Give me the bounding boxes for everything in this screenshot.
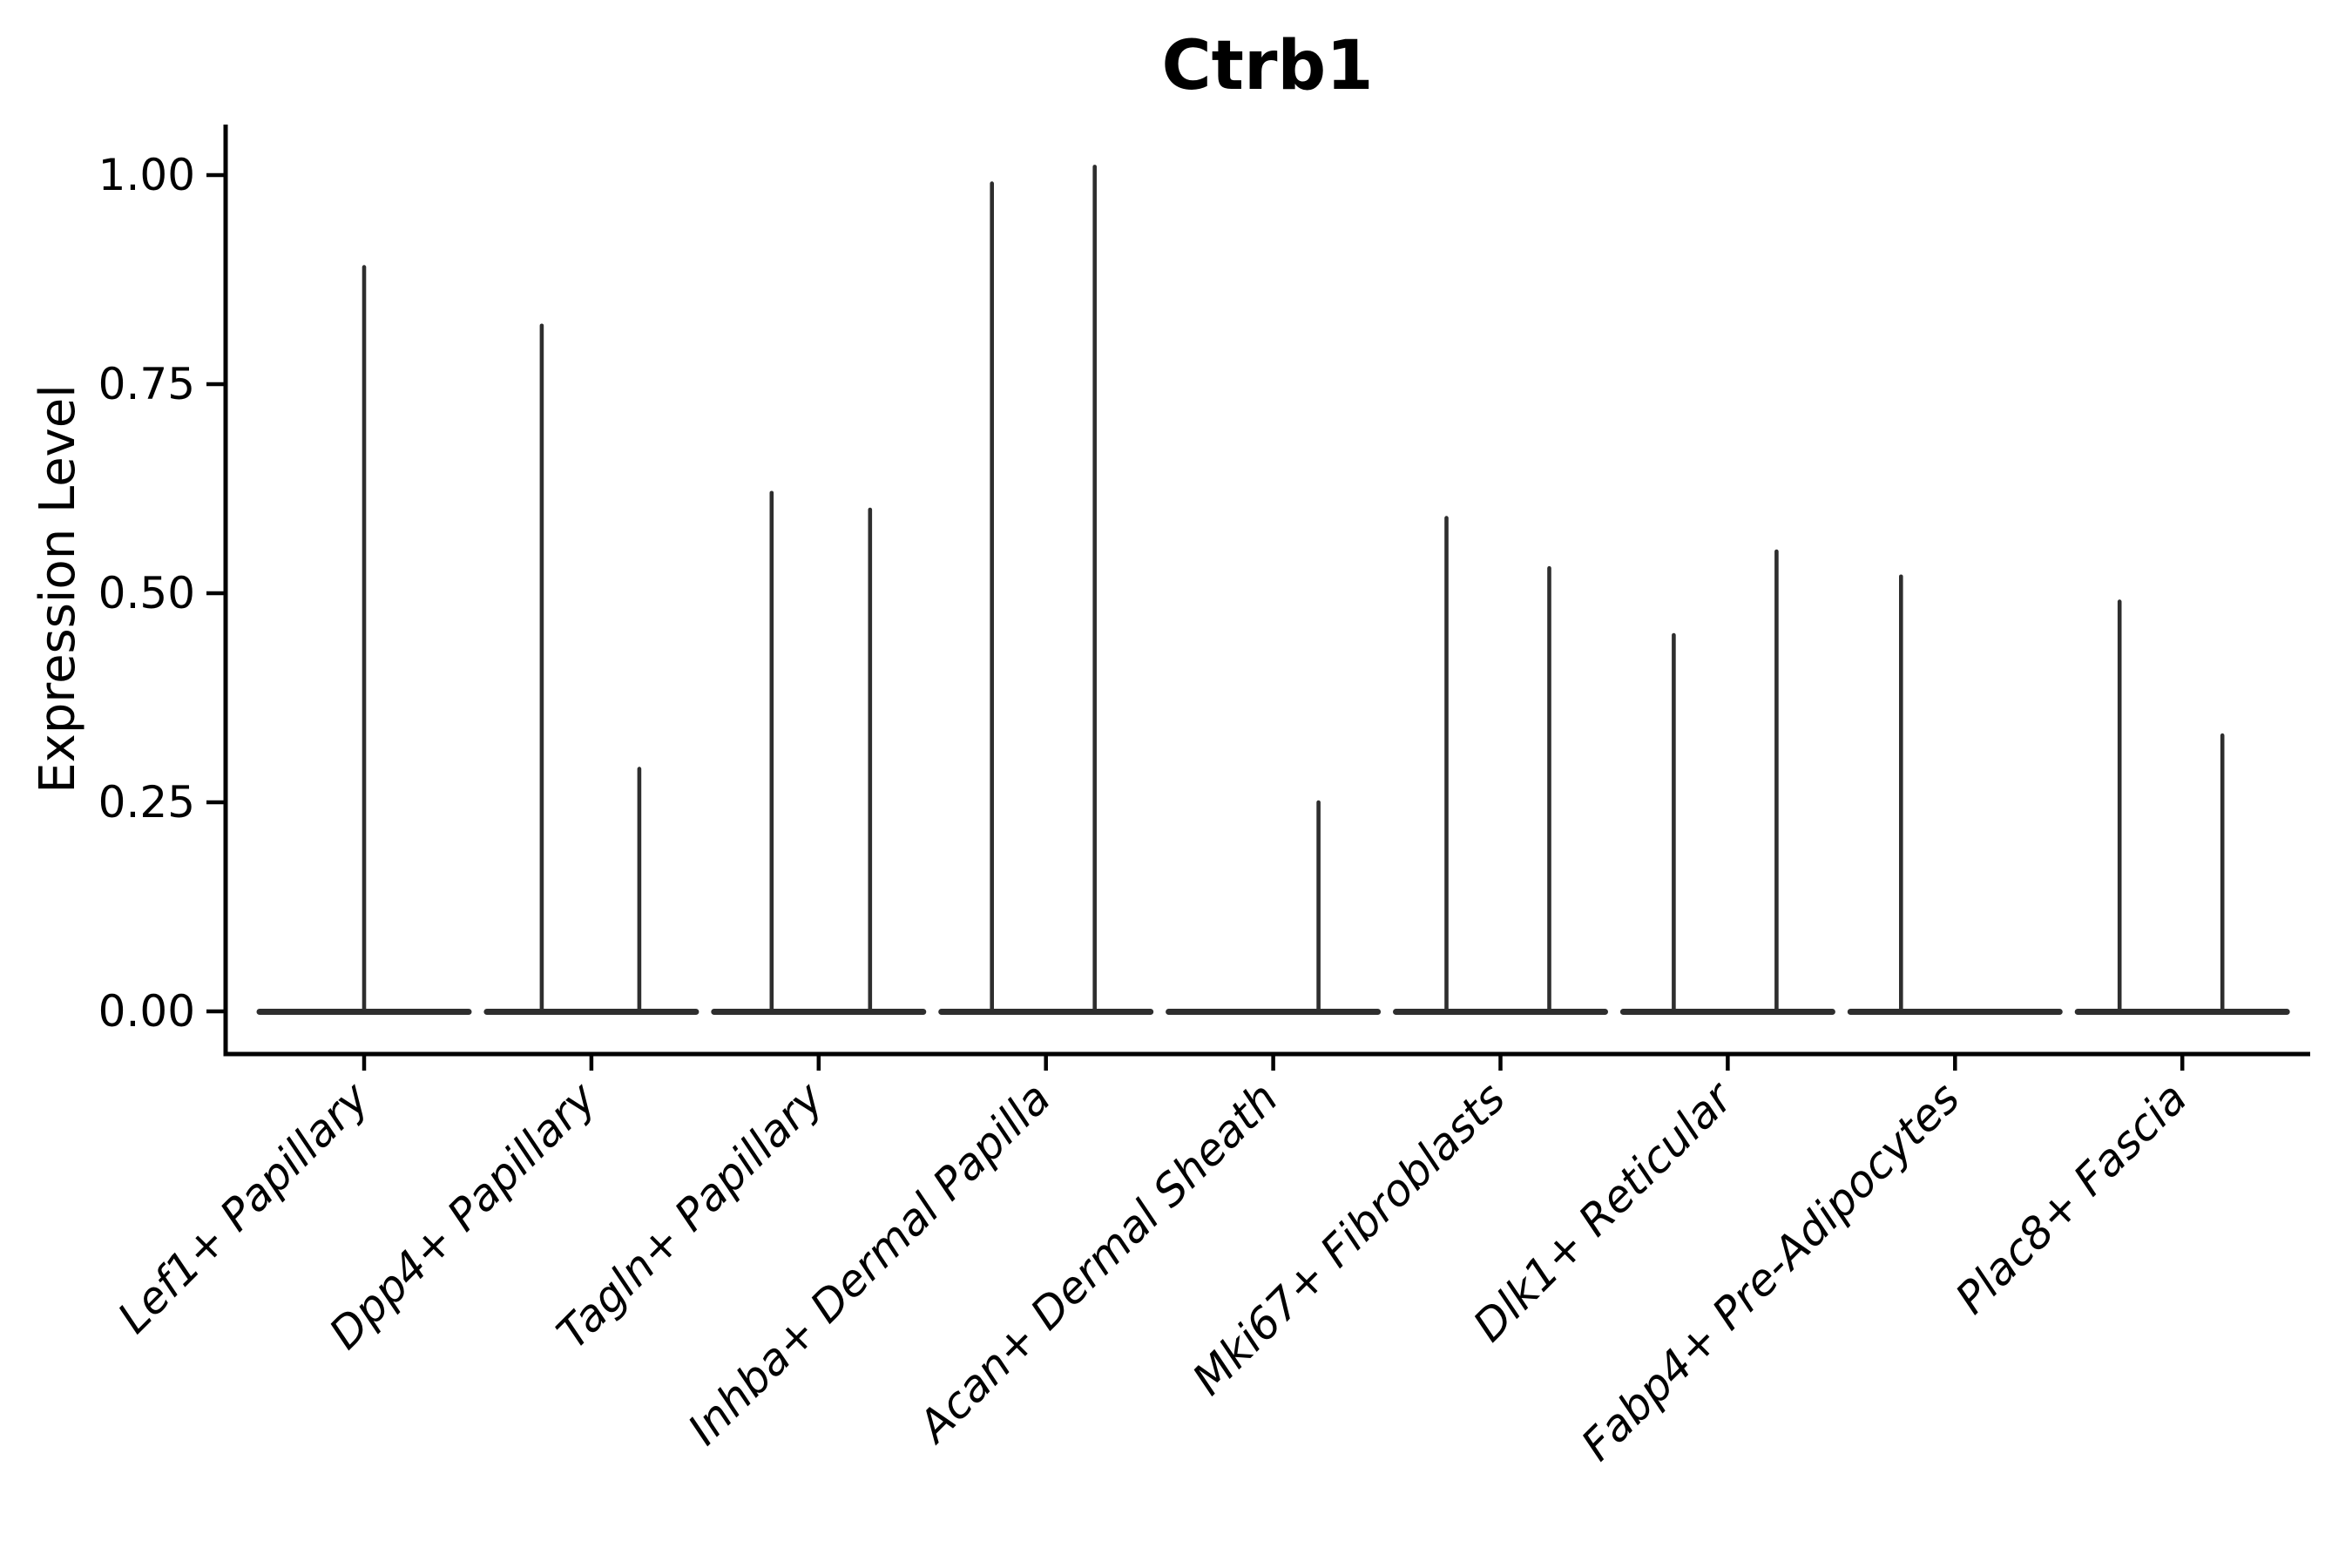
violin <box>483 323 700 1015</box>
violin <box>256 265 472 1015</box>
x-tick-label: Inhba+ Dermal Papilla <box>679 1072 1060 1454</box>
y-tick-label: 0.00 <box>98 986 195 1037</box>
y-axis-ticks: 0.00 0.25 0.50 0.75 1.00 <box>98 150 226 1037</box>
violin <box>711 490 927 1015</box>
chart-title: Ctrb1 <box>1161 27 1373 105</box>
violin <box>1847 574 2063 1015</box>
violin <box>1619 549 1835 1015</box>
x-tick-label: Plac8+ Fascia <box>1946 1072 2197 1323</box>
violin <box>1393 516 1608 1015</box>
violin-series <box>256 165 2290 1015</box>
violin <box>2074 599 2290 1015</box>
y-tick-label: 0.50 <box>98 568 195 618</box>
x-tick-label: Acan+ Dermal Sheath <box>907 1072 1288 1453</box>
y-tick-label: 0.25 <box>98 777 195 828</box>
y-axis-label: Expression Level <box>30 384 86 794</box>
violin <box>1166 800 1382 1015</box>
y-tick-label: 1.00 <box>98 150 195 200</box>
violin <box>938 165 1154 1015</box>
x-tick-label: Lef1+ Papillary <box>108 1071 379 1342</box>
y-tick-label: 0.75 <box>98 359 195 409</box>
x-tick-label: Fabp4+ Pre-Adipocytes <box>1571 1072 1970 1470</box>
